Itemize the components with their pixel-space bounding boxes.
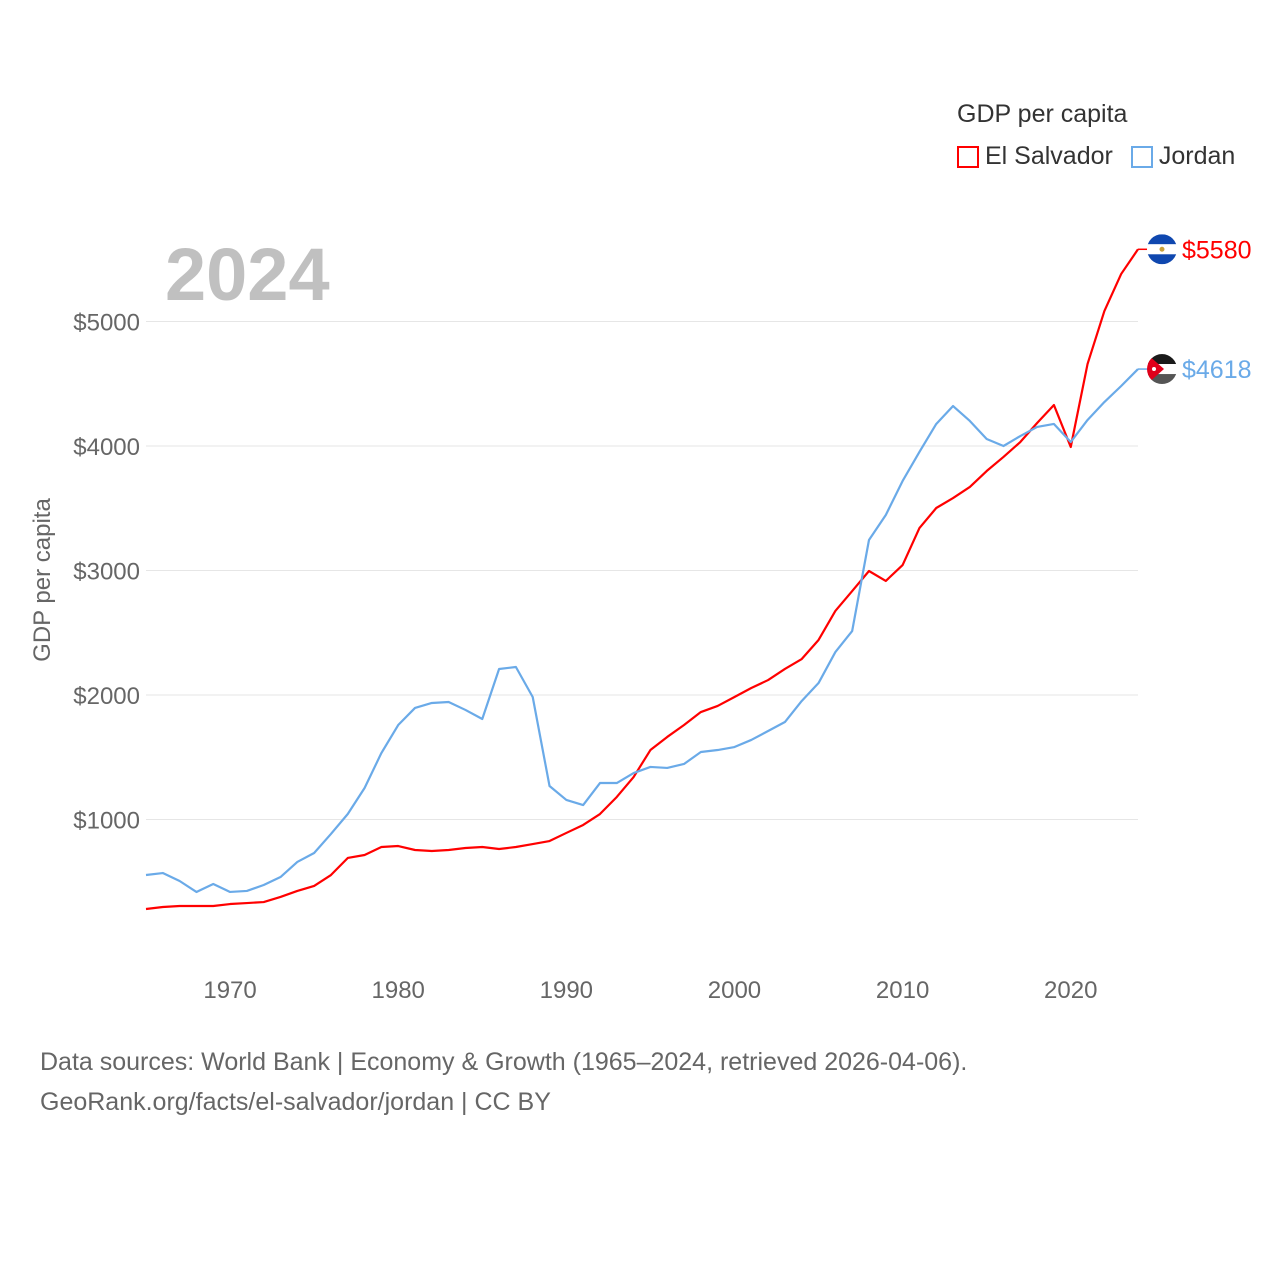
series-line-jordan — [145, 368, 1139, 894]
legend-title: GDP per capita — [957, 100, 1128, 128]
flag-stripe — [1147, 254, 1177, 265]
flag-stripe — [1147, 234, 1177, 245]
legend-swatch — [1130, 145, 1153, 168]
legend-item-el-salvador[interactable]: El Salvador — [957, 142, 1113, 171]
year-watermark: 2024 — [165, 233, 330, 316]
legend-label: Jordan — [1158, 142, 1236, 170]
el-salvador-flag-icon — [1147, 234, 1177, 265]
flag-emblem — [1159, 246, 1165, 252]
x-tick-label: 2000 — [708, 977, 761, 1004]
flag-body — [1147, 354, 1177, 385]
y-tick-label: $2000 — [73, 683, 140, 710]
flag-stripe — [1147, 354, 1177, 365]
y-tick-label: $4000 — [73, 434, 140, 461]
series-line-el-salvador — [145, 248, 1139, 911]
y-tick-label: $5000 — [73, 310, 140, 337]
y-tick-label: $1000 — [73, 808, 140, 835]
legend-item-jordan[interactable]: Jordan — [1130, 142, 1236, 171]
x-tick-label: 1990 — [540, 977, 593, 1004]
legend-swatch — [957, 145, 979, 168]
legend-label: El Salvador — [985, 142, 1113, 170]
data-sources: Data sources: World Bank | Economy & Gro… — [40, 1048, 968, 1076]
jordan-flag-icon — [1147, 354, 1177, 385]
flag-stripe — [1147, 374, 1177, 385]
x-tick-label: 2010 — [876, 977, 929, 1004]
y-axis-label: GDP per capita — [29, 498, 56, 662]
flag-star — [1152, 367, 1156, 372]
x-tick-label: 2020 — [1044, 977, 1097, 1004]
end-value-label: $5580 — [1182, 236, 1252, 264]
x-tick-label: 1970 — [203, 977, 256, 1004]
legend: El Salvador Jordan — [957, 142, 1235, 171]
flag-body — [1147, 234, 1177, 265]
source-link[interactable]: GeoRank.org/facts/el-salvador/jordan | C… — [40, 1088, 551, 1116]
x-tick-label: 1980 — [372, 977, 425, 1004]
footer: Data sources: World Bank | Economy & Gro… — [40, 1042, 967, 1122]
end-value-label: $4618 — [1182, 356, 1252, 384]
y-tick-label: $3000 — [73, 559, 140, 586]
